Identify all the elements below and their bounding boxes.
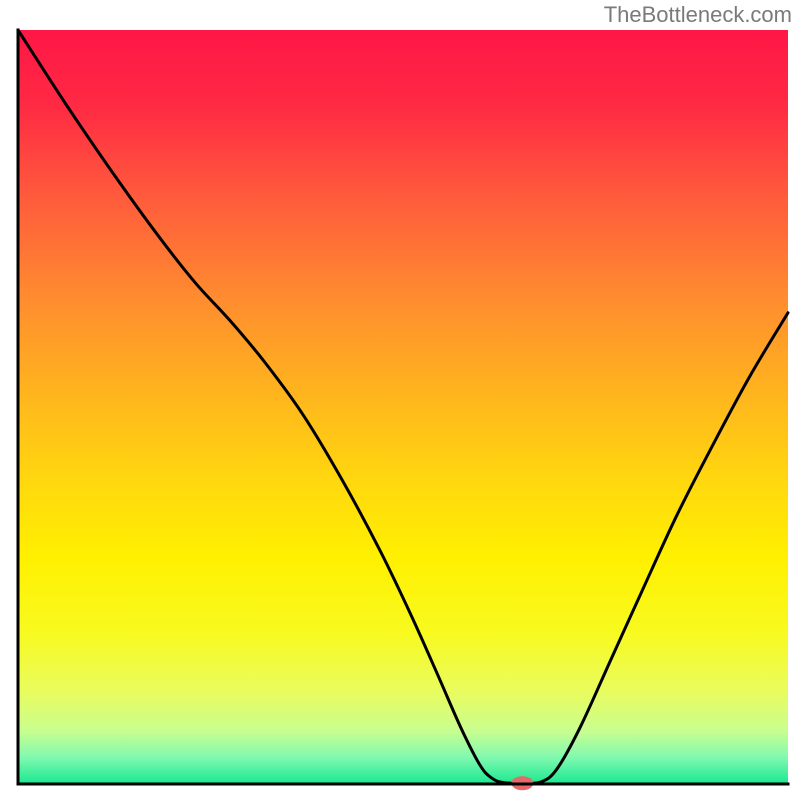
bottleneck-chart: TheBottleneck.com xyxy=(0,0,800,800)
plot-background xyxy=(18,30,788,784)
attribution-text: TheBottleneck.com xyxy=(604,2,792,28)
chart-svg xyxy=(0,0,800,800)
